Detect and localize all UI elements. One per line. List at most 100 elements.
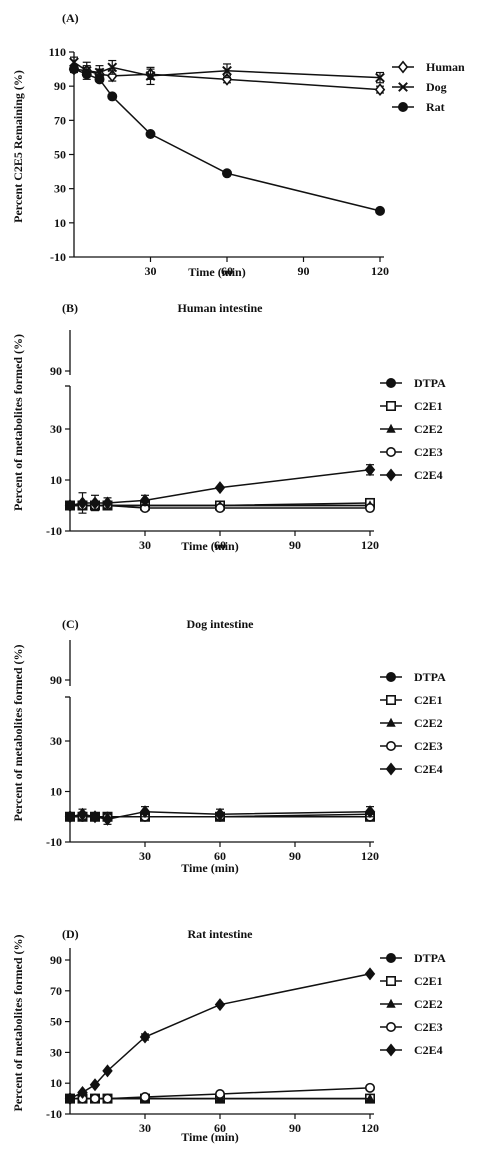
legend-marker xyxy=(385,377,396,388)
data-point xyxy=(64,499,76,512)
x-axis-title: Time (min) xyxy=(181,1130,238,1144)
legend-marker xyxy=(385,1043,397,1057)
panel-title: Dog intestine xyxy=(187,617,255,631)
y-tick-label: 50 xyxy=(50,1015,62,1029)
data-point xyxy=(364,503,375,514)
data-point xyxy=(214,998,226,1012)
data-point xyxy=(102,812,113,826)
y-tick-label: 90 xyxy=(54,79,66,93)
x-axis-title: Time (min) xyxy=(188,265,245,279)
data-point xyxy=(140,1092,151,1103)
legend-item: C2E1 xyxy=(380,693,443,707)
series-line xyxy=(73,68,381,212)
legend-label: C2E1 xyxy=(414,693,443,707)
x-tick-label: 90 xyxy=(298,264,310,278)
legend-marker xyxy=(385,400,396,411)
data-point xyxy=(374,205,385,216)
legend-label: C2E1 xyxy=(414,399,443,413)
data-point xyxy=(139,805,151,819)
data-point xyxy=(64,1092,76,1106)
legend-marker xyxy=(385,975,396,986)
legend-marker xyxy=(398,82,408,92)
y-axis-title: Percent of metabolites formed (%) xyxy=(11,934,25,1111)
legend-item: C2E4 xyxy=(380,762,443,776)
legend-item: Human xyxy=(392,60,465,74)
legend-label: DTPA xyxy=(414,376,446,390)
x-tick-label: 90 xyxy=(289,1121,301,1135)
legend-item: C2E2 xyxy=(380,422,443,436)
data-point xyxy=(374,83,386,97)
x-tick-label: 30 xyxy=(139,1121,151,1135)
legend-item: C2E1 xyxy=(380,974,443,988)
x-tick-label: 120 xyxy=(361,849,379,863)
legend-item: Rat xyxy=(392,100,445,114)
data-point xyxy=(365,1093,375,1103)
data-point xyxy=(139,493,151,507)
y-tick-label: 30 xyxy=(50,422,62,436)
legend-item: C2E2 xyxy=(380,716,443,730)
legend-marker xyxy=(386,998,396,1008)
data-point xyxy=(102,496,113,510)
legend: DTPA C2E1 C2E2 C2E3 C2E4 xyxy=(380,951,446,1057)
legend-label: C2E1 xyxy=(414,974,443,988)
data-point xyxy=(139,1030,151,1044)
x-tick-label: 60 xyxy=(214,538,226,552)
legend-item: DTPA xyxy=(380,670,446,684)
panel-title: Rat intestine xyxy=(188,927,254,941)
panel-label: (D) xyxy=(62,927,79,941)
legend-marker xyxy=(385,446,396,457)
legend-item: C2E3 xyxy=(380,739,443,753)
y-tick-label: 90 xyxy=(50,673,62,687)
x-tick-label: 60 xyxy=(221,264,233,278)
data-point xyxy=(69,64,80,75)
legend-label: C2E3 xyxy=(414,445,443,459)
x-tick-label: 30 xyxy=(139,849,151,863)
y-tick-label: 10 xyxy=(50,785,62,799)
y-tick-label: 30 xyxy=(50,1045,62,1059)
data-point xyxy=(64,810,76,824)
data-point xyxy=(77,496,88,510)
y-tick-label: 10 xyxy=(50,1076,62,1090)
y-tick-label: 70 xyxy=(50,984,62,998)
legend-item: C2E1 xyxy=(380,399,443,413)
y-tick-label: -10 xyxy=(46,1107,62,1121)
legend-item: C2E4 xyxy=(380,468,443,482)
data-point xyxy=(107,91,118,102)
legend-label: DTPA xyxy=(414,951,446,965)
series-rat xyxy=(69,64,385,216)
y-axis-title: Percent of metabolites formed (%) xyxy=(11,334,25,511)
x-tick-label: 30 xyxy=(139,538,151,552)
data-point xyxy=(222,65,232,76)
legend-label: Human xyxy=(426,60,465,74)
legend-item: C2E4 xyxy=(380,1043,443,1057)
y-axis-title: Percent of metabolites formed (%) xyxy=(11,644,25,821)
legend-label: C2E3 xyxy=(414,739,443,753)
x-axis-title: Time (min) xyxy=(181,861,238,875)
legend-item: Dog xyxy=(392,80,447,94)
legend-item: DTPA xyxy=(380,951,446,965)
legend-label: DTPA xyxy=(414,670,446,684)
y-tick-label: 110 xyxy=(49,45,66,59)
series-c2e4 xyxy=(64,967,376,1106)
x-tick-label: 60 xyxy=(214,1121,226,1135)
chart-panel-a: (A) -10 10 30 50 70 90 110 30 60 90 120 Time (min) Pe… xyxy=(11,11,465,279)
legend: DTPA C2E1 C2E2 C2E3 C2E4 xyxy=(380,376,446,482)
legend-marker xyxy=(386,717,396,727)
data-point xyxy=(215,1088,226,1099)
legend-marker xyxy=(397,102,408,113)
legend-label: Rat xyxy=(426,100,445,114)
legend-marker xyxy=(385,740,396,751)
series-c2e4 xyxy=(64,463,376,514)
y-tick-label: -10 xyxy=(46,835,62,849)
legend-item: DTPA xyxy=(380,376,446,390)
data-point xyxy=(94,74,105,85)
data-point xyxy=(89,1078,101,1092)
x-tick-label: 120 xyxy=(361,538,379,552)
data-point xyxy=(364,805,376,819)
series-c2e4 xyxy=(64,805,376,826)
legend-label: C2E2 xyxy=(414,716,443,730)
data-point xyxy=(77,807,88,821)
legend-label: C2E4 xyxy=(414,468,443,482)
x-axis-title: Time (min) xyxy=(181,539,238,553)
legend-label: C2E4 xyxy=(414,762,443,776)
